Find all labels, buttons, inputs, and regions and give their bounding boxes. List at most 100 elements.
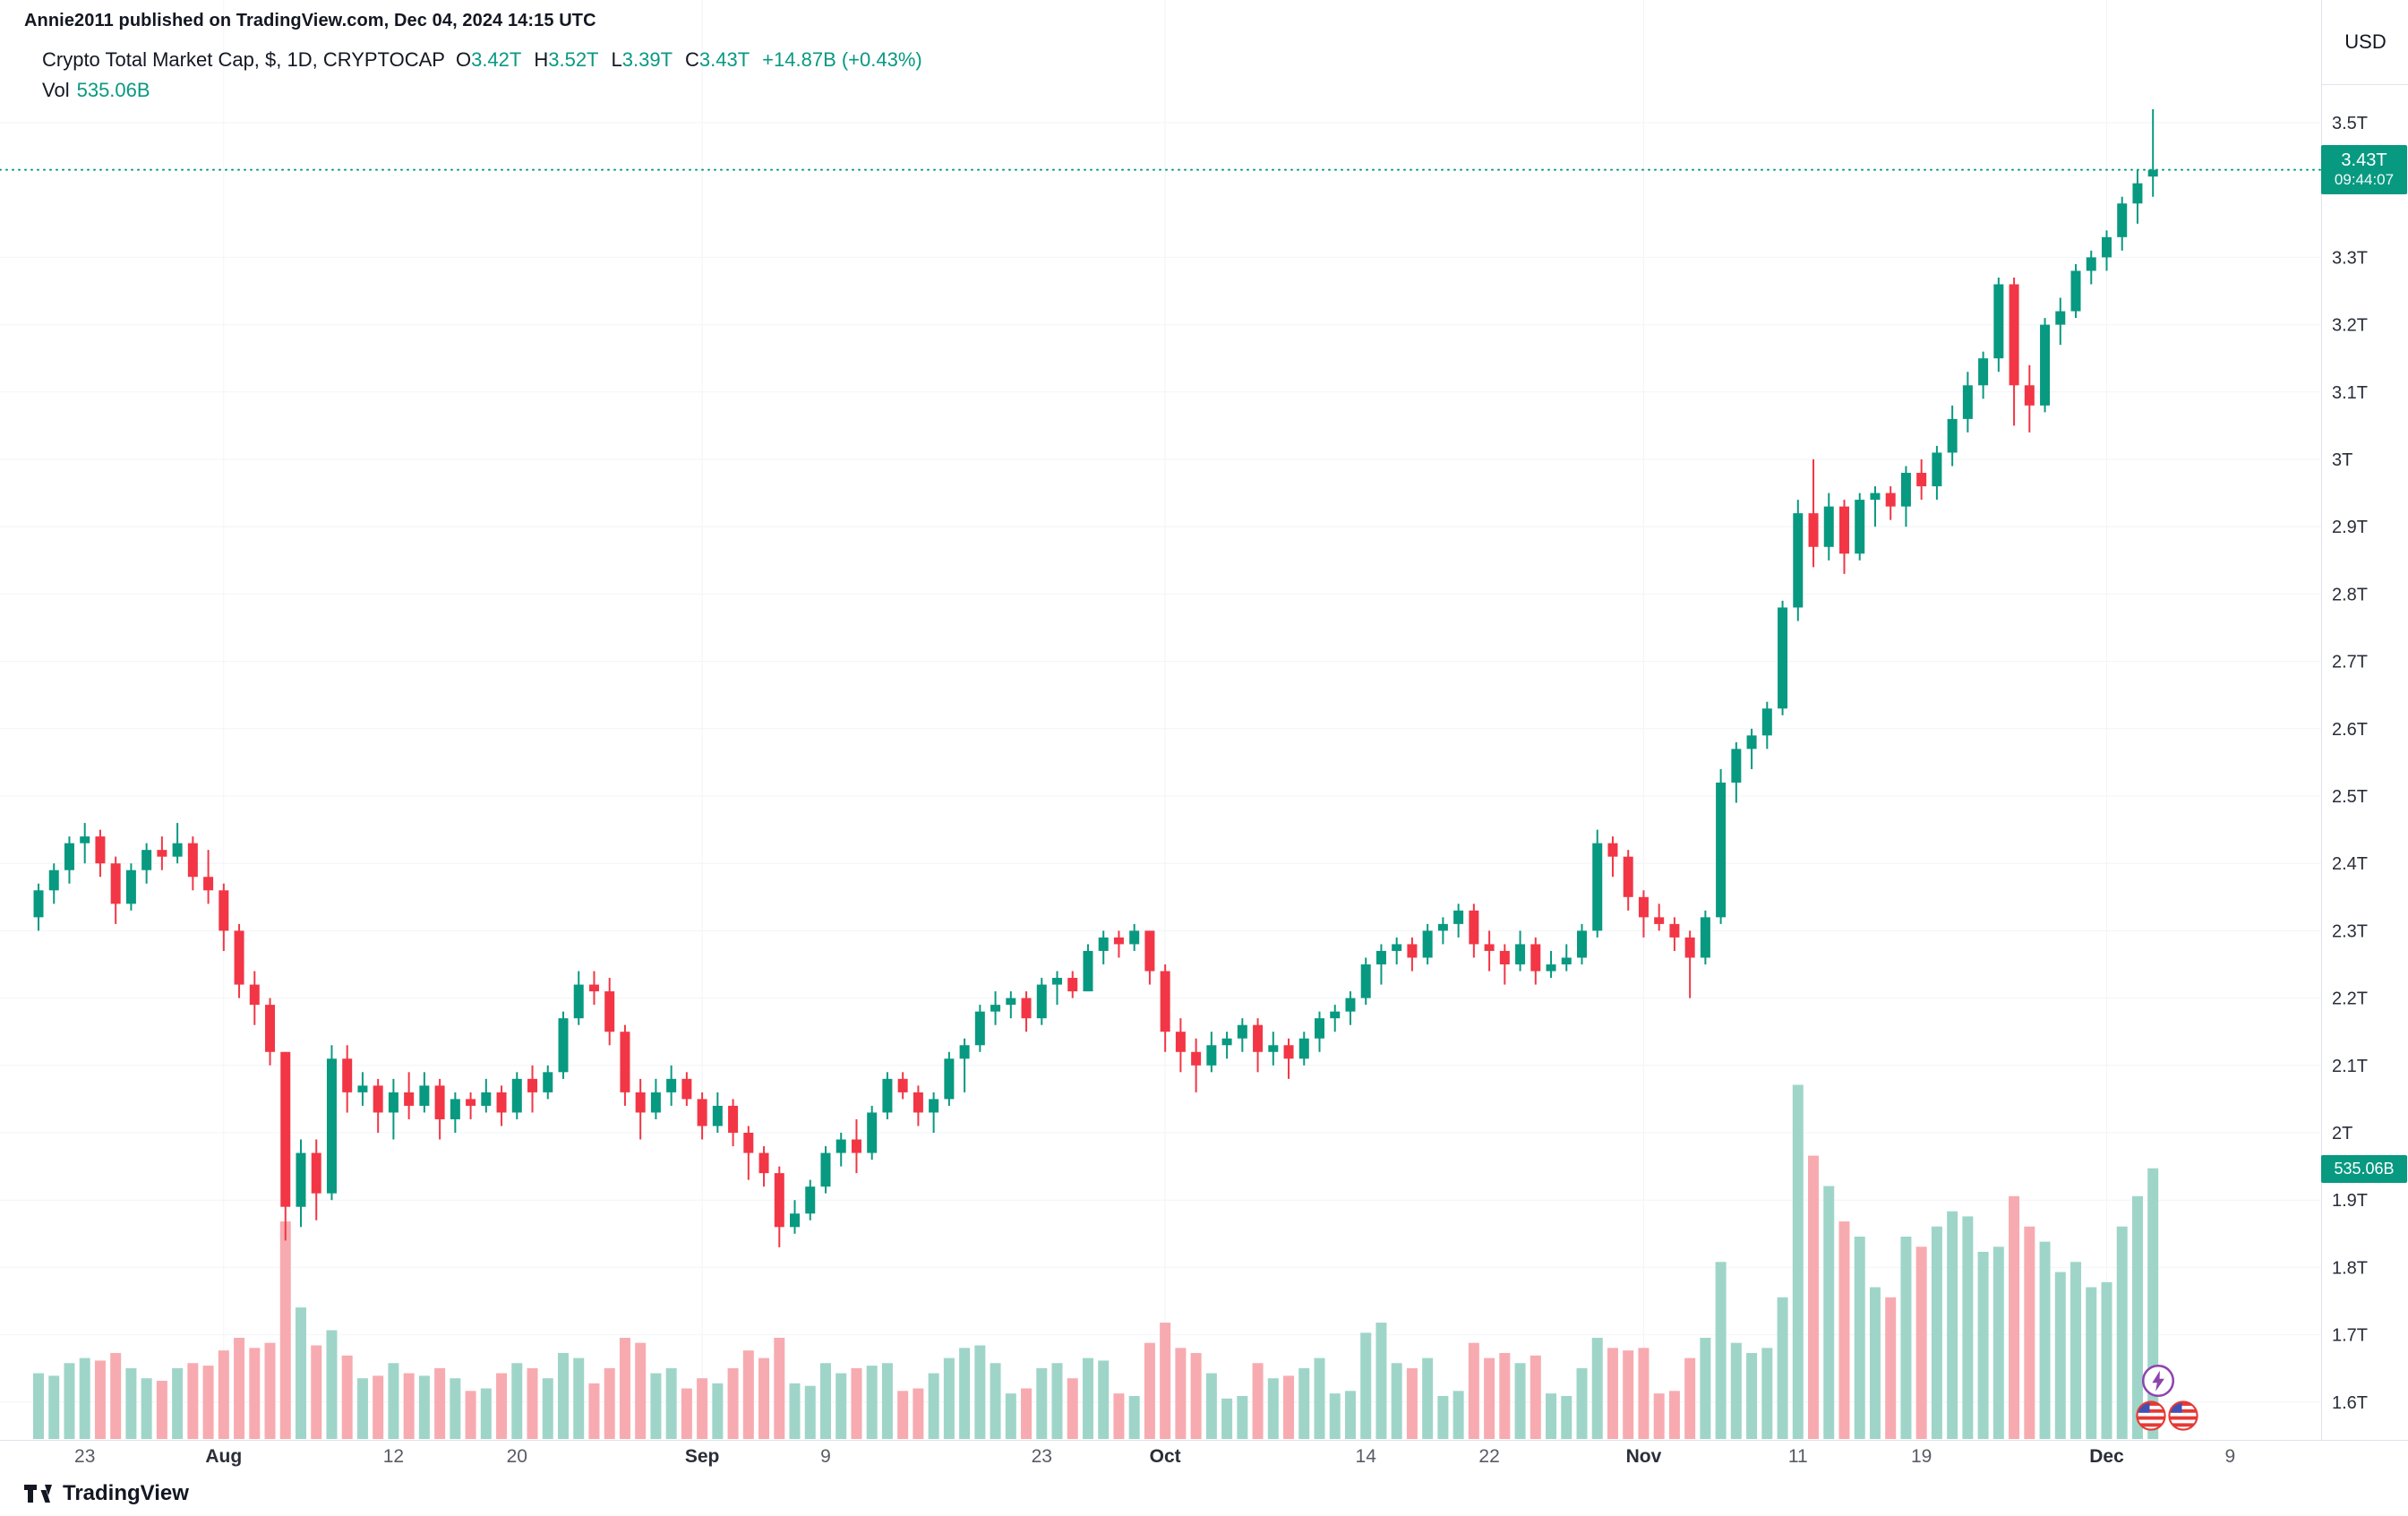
volume-bar	[1792, 1084, 1804, 1439]
volume-bar	[295, 1307, 306, 1439]
volume-bar	[496, 1373, 508, 1439]
volume-bar	[1175, 1348, 1187, 1439]
candle	[1838, 506, 1849, 554]
candle	[1392, 944, 1402, 951]
low-value: 3.39T	[621, 48, 673, 71]
volume-bar	[1962, 1216, 1974, 1439]
candle	[790, 1213, 801, 1228]
candle	[820, 1152, 831, 1187]
candle	[234, 930, 244, 985]
candle	[1546, 964, 1556, 972]
volume-bar	[1098, 1360, 1110, 1439]
volume-badge: 535.06B	[2321, 1155, 2407, 1183]
volume-bar	[356, 1378, 368, 1439]
tradingview-watermark: TradingView	[63, 1481, 189, 1505]
candle	[604, 991, 615, 1032]
volume-bar	[1838, 1221, 1850, 1439]
price-tick-label: 3.1T	[2332, 383, 2368, 403]
volume-bar	[2009, 1195, 2020, 1439]
price-tick-label: 2.6T	[2332, 720, 2368, 740]
candle	[265, 1005, 276, 1052]
candle	[1761, 708, 1772, 736]
candle	[1530, 944, 1541, 972]
tradingview-logo[interactable]: TradingView	[23, 1481, 189, 1506]
candle	[1360, 964, 1371, 998]
symbol-title[interactable]: Crypto Total Market Cap, $, 1D, CRYPTOCA…	[42, 48, 445, 71]
volume-bar	[1205, 1373, 1217, 1439]
ohlc-high: H3.52T	[534, 45, 598, 75]
candle	[1375, 950, 1386, 964]
volume-bar	[1499, 1352, 1511, 1439]
volume-bar	[2086, 1287, 2097, 1439]
volume-bar	[1190, 1352, 1202, 1439]
candle	[2132, 183, 2143, 204]
event-flag-icon-2[interactable]	[2167, 1400, 2199, 1432]
volume-bar	[913, 1388, 924, 1439]
candle	[1778, 607, 1788, 709]
volume-bar	[373, 1375, 384, 1439]
candle	[1916, 473, 1927, 487]
candle	[2040, 324, 2051, 406]
price-axis[interactable]: USD	[2321, 0, 2408, 1440]
volume-bar	[33, 1373, 44, 1439]
currency-label[interactable]: USD	[2344, 30, 2387, 53]
candle	[588, 984, 599, 992]
day-tick-label: 14	[1356, 1446, 1377, 1467]
volume-bar	[1437, 1395, 1449, 1439]
volume-bar	[1391, 1363, 1402, 1439]
volume-bar	[1221, 1398, 1233, 1439]
candle	[1746, 735, 1757, 749]
volume-bar	[959, 1348, 971, 1439]
volume-bar	[125, 1367, 137, 1439]
price-tick-label: 2.1T	[2332, 1057, 2368, 1076]
candle	[2117, 203, 2128, 237]
attribution-text: Annie2011 published on TradingView.com, …	[24, 11, 596, 30]
candle	[511, 1078, 522, 1113]
volume-bar	[1484, 1358, 1495, 1439]
volume-bar	[1668, 1391, 1680, 1439]
candle	[851, 1139, 861, 1153]
volume-bar	[418, 1375, 430, 1439]
event-flag-icon-1[interactable]	[2135, 1400, 2167, 1432]
candle	[326, 1058, 337, 1194]
volume-bar	[990, 1363, 1001, 1439]
day-tick-label: 12	[383, 1446, 404, 1467]
candle	[1453, 910, 1464, 924]
close-label: C	[685, 48, 699, 71]
volume-bar	[403, 1373, 415, 1439]
candle	[388, 1092, 398, 1113]
candle	[1623, 856, 1633, 897]
low-label: L	[611, 48, 622, 71]
candle	[2070, 270, 2081, 312]
candle	[110, 863, 121, 904]
event-lightning-icon[interactable]	[2141, 1364, 2175, 1398]
candle	[296, 1152, 306, 1207]
volume-bar	[279, 1221, 291, 1439]
volume-bar	[2116, 1226, 2128, 1439]
volume-bar	[681, 1388, 692, 1439]
volume-bar	[326, 1330, 338, 1439]
volume-bar	[1823, 1186, 1835, 1439]
volume-bar	[697, 1378, 708, 1439]
volume-bar	[1915, 1246, 1927, 1439]
candle	[1561, 957, 1572, 964]
candle	[697, 1099, 707, 1126]
volume-bar	[1051, 1363, 1063, 1439]
currency-header: USD	[2322, 0, 2408, 85]
volume-bar	[341, 1355, 353, 1439]
volume-bar	[1514, 1363, 1526, 1439]
candle	[157, 850, 167, 857]
candle	[80, 836, 90, 844]
volume-bar	[1947, 1211, 1958, 1439]
candle	[1947, 418, 1958, 453]
candle	[466, 1099, 476, 1106]
volume-bar	[604, 1367, 615, 1439]
time-axis[interactable]	[0, 1440, 2408, 1516]
volume-bar	[202, 1366, 214, 1439]
candle	[1823, 506, 1834, 547]
candle	[681, 1078, 692, 1100]
candle	[1268, 1045, 1279, 1052]
day-tick-label: 23	[74, 1446, 95, 1467]
volume-bar	[2054, 1272, 2066, 1439]
